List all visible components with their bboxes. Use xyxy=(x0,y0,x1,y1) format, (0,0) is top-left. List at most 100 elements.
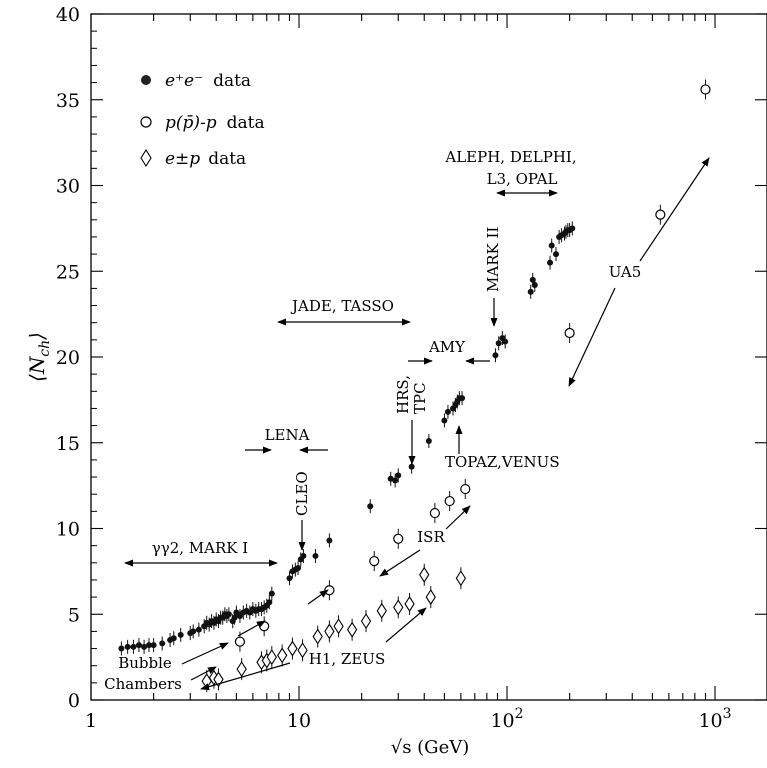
legend-marker-filled-circle xyxy=(141,75,151,85)
point-ee xyxy=(326,537,333,544)
point-ee xyxy=(268,590,275,597)
annotation-arrow-bubble-mid xyxy=(237,620,266,637)
point-ee xyxy=(286,575,293,582)
annotation-chambers: Chambers xyxy=(104,675,182,693)
point-ee xyxy=(177,631,184,638)
point-ee xyxy=(395,472,402,479)
x-tick-label: 103 xyxy=(698,706,731,732)
annotation-arrow-ua5-down xyxy=(568,287,616,387)
point-ee xyxy=(548,242,555,249)
point-ep xyxy=(297,642,308,659)
point-pp xyxy=(324,585,335,596)
point-ep xyxy=(312,628,323,645)
point-ep xyxy=(333,618,344,635)
annotation-ua5: UA5 xyxy=(609,263,642,281)
point-ep xyxy=(455,570,467,587)
annotation-isr: ISR xyxy=(417,528,445,546)
legend-marker-open-diamond xyxy=(140,148,152,168)
y-tick-labels: 0 5 10 15 20 25 30 35 40 xyxy=(56,4,80,712)
point-ee xyxy=(295,564,302,571)
point-ee xyxy=(552,251,559,258)
point-ee xyxy=(459,395,466,402)
x-tick-exponent: 2 xyxy=(515,706,524,722)
point-ep xyxy=(419,566,430,583)
point-ep xyxy=(324,623,335,640)
legend-marker-open-circle xyxy=(140,116,152,128)
annotation-hrs: HRS, xyxy=(394,375,412,414)
annotation-gg2-mark1: γγ2, MARK I xyxy=(152,539,248,557)
point-ep xyxy=(425,589,436,606)
annotation-arrow-isr-down xyxy=(379,549,421,577)
point-ep xyxy=(376,602,387,619)
point-ee xyxy=(141,643,148,650)
annotation-cleo: CLEO xyxy=(293,471,311,516)
annotation-bubble: Bubble xyxy=(118,654,172,672)
point-ee xyxy=(547,259,554,266)
point-ee xyxy=(425,438,432,445)
point-ee xyxy=(266,599,273,606)
point-ep xyxy=(346,621,358,638)
series-open-diamond xyxy=(201,563,467,693)
x-axis-label: √s (GeV) xyxy=(391,737,470,758)
point-ee xyxy=(312,552,319,559)
point-ep xyxy=(360,613,372,630)
y-tick-label: 40 xyxy=(56,4,80,26)
point-pp xyxy=(700,84,711,95)
annotation-arrow-bubble-right xyxy=(307,589,329,605)
point-ee xyxy=(145,642,152,649)
y-tick-label: 5 xyxy=(68,604,80,626)
point-ee xyxy=(392,477,399,484)
point-ee xyxy=(527,288,534,295)
point-ee xyxy=(408,463,415,470)
point-pp xyxy=(444,495,455,507)
point-ep xyxy=(393,599,404,616)
y-tick-label: 20 xyxy=(56,347,80,369)
x-tick-label: 10 xyxy=(287,710,311,732)
point-ee xyxy=(195,626,202,633)
legend-label-ee: e⁺e⁻ data xyxy=(165,71,251,91)
point-ee xyxy=(569,225,576,232)
annotations: γγ2, MARK I LENA CLEO JADE, TASSO HRS, T… xyxy=(104,148,710,693)
point-ee xyxy=(190,628,197,635)
point-ee xyxy=(444,408,451,415)
point-ee xyxy=(170,635,177,642)
legend: e⁺e⁻ data p(p̄)-p data e±p data xyxy=(140,71,265,169)
point-ee xyxy=(124,643,131,650)
point-ep xyxy=(277,647,288,664)
x-tick-labels: 1 10 102 103 xyxy=(85,706,732,732)
point-pp xyxy=(393,533,404,544)
legend-label-pp: p(p̄)-p data xyxy=(165,113,265,133)
annotation-tpc: TPC xyxy=(411,382,429,414)
point-ee xyxy=(492,352,499,359)
point-ep xyxy=(236,661,247,678)
point-ee xyxy=(531,281,538,288)
x-tick-exponent: 3 xyxy=(723,706,732,722)
point-ee xyxy=(130,643,137,650)
annotation-arrow-h1-zeus-up xyxy=(385,607,427,643)
point-ep xyxy=(266,649,277,666)
point-ee xyxy=(159,640,166,647)
annotation-arrow-ua5-up xyxy=(639,157,710,262)
point-pp xyxy=(460,483,471,495)
annotation-topaz-venus: TOPAZ,VENUS xyxy=(445,453,560,471)
point-ep xyxy=(404,595,415,612)
point-ep xyxy=(287,640,298,657)
y-tick-label: 35 xyxy=(56,90,80,112)
point-ee xyxy=(367,503,374,510)
y-tick-label: 0 xyxy=(68,690,80,712)
annotation-arrow-bubble-down xyxy=(190,666,217,681)
annotation-h1-zeus: H1, ZEUS xyxy=(309,650,385,668)
point-ee xyxy=(495,340,502,347)
point-pp xyxy=(655,209,666,220)
y-tick-label: 30 xyxy=(56,176,80,198)
y-tick-label: 10 xyxy=(56,519,80,541)
data-points xyxy=(118,79,711,693)
point-pp xyxy=(369,555,380,567)
series-filled-circle xyxy=(118,221,576,656)
axis-ticks xyxy=(90,13,767,701)
point-ee xyxy=(441,417,448,424)
x-tick-label: 102 xyxy=(490,706,523,732)
point-pp xyxy=(429,507,440,519)
annotation-arrow-h1-zeus-down xyxy=(200,662,291,691)
